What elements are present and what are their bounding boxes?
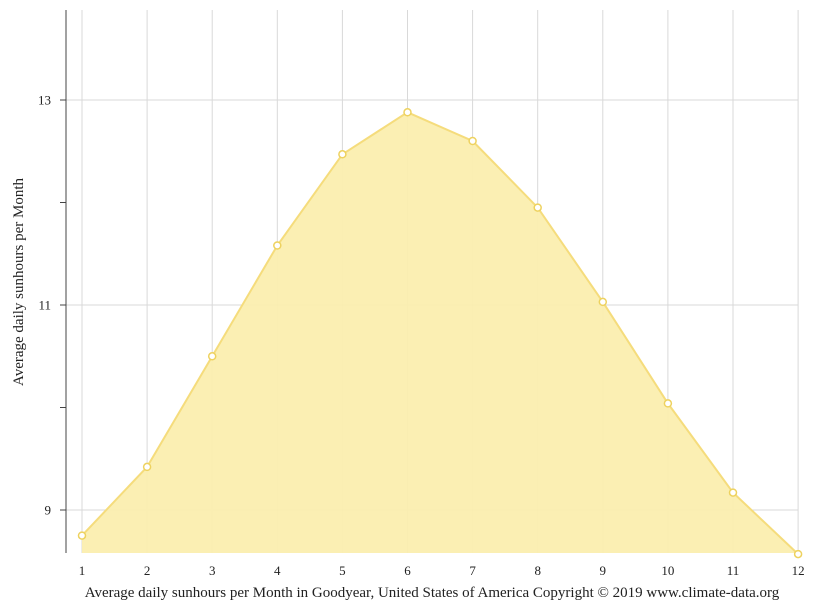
x-tick-label: 11 [727, 563, 740, 578]
data-point [663, 399, 673, 408]
x-tick-label: 9 [600, 563, 607, 578]
y-tick-label: 13 [38, 93, 51, 108]
data-point [207, 352, 217, 361]
y-tick-label: 11 [38, 298, 51, 313]
x-tick-label: 4 [274, 563, 281, 578]
data-point [598, 297, 608, 307]
x-tick-labels: 1 2 3 4 5 6 7 8 9 10 11 12 [79, 563, 805, 578]
x-tick-label: 10 [661, 563, 674, 578]
x-tick-label: 7 [469, 563, 476, 578]
x-tick-label: 2 [144, 563, 151, 578]
x-tick-label: 12 [792, 563, 805, 578]
data-point [142, 462, 152, 472]
data-point [77, 531, 87, 540]
data-point [533, 203, 542, 212]
data-point [403, 108, 412, 117]
y-axis-title: Average daily sunhours per Month [11, 178, 27, 387]
x-tick-label: 6 [404, 563, 411, 578]
data-point [468, 136, 477, 146]
x-axis-title: Average daily sunhours per Month in Good… [85, 585, 780, 601]
sunhours-line [81, 111, 799, 555]
x-tick-label: 5 [339, 563, 346, 578]
data-point [338, 150, 347, 159]
x-tick-label: 8 [534, 563, 541, 578]
data-point [728, 488, 738, 497]
y-tick-labels: 9 11 13 [38, 93, 51, 518]
x-tick-label: 1 [79, 563, 86, 578]
sunhours-area [82, 112, 799, 555]
axes [60, 10, 67, 553]
data-point [793, 549, 803, 559]
data-markers [77, 108, 803, 559]
y-tick-label: 9 [45, 503, 52, 518]
data-point [273, 241, 282, 250]
x-tick-label: 3 [209, 563, 216, 578]
